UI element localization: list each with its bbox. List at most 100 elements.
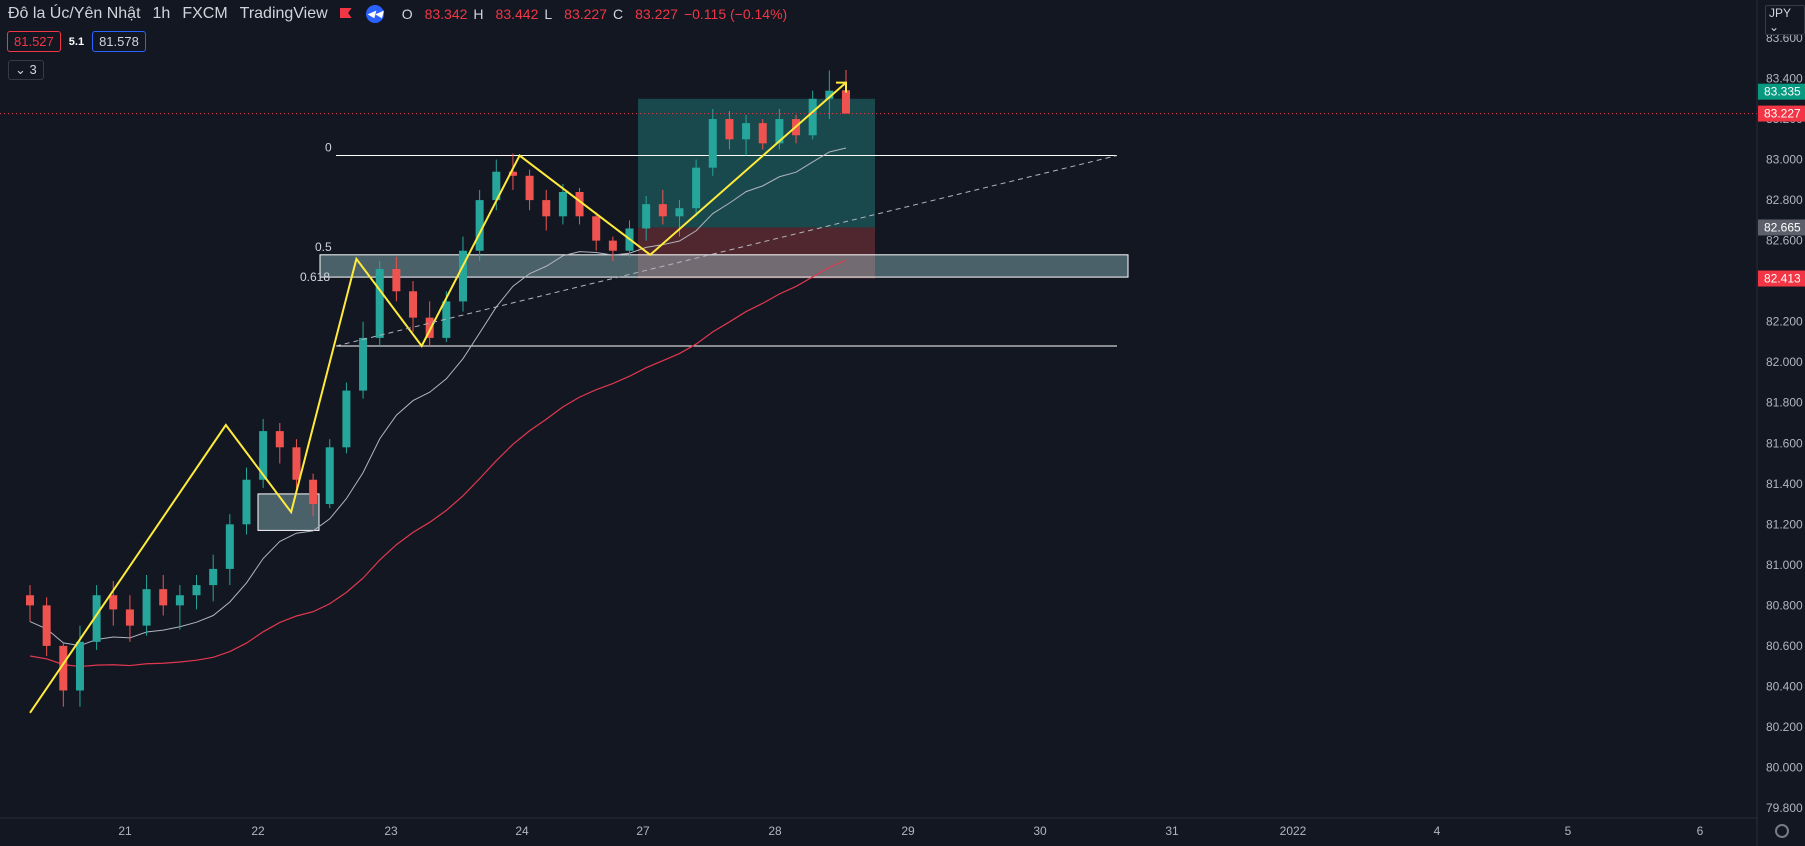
candle <box>192 574 201 610</box>
x-tick-label: 30 <box>1033 824 1047 838</box>
candle <box>292 439 301 494</box>
buy-price-button[interactable]: 81.578 <box>92 31 146 52</box>
candle <box>209 554 218 602</box>
candle-body <box>175 595 184 606</box>
price-tag <box>1758 270 1805 287</box>
candle <box>508 153 517 190</box>
moving-averages <box>29 147 847 668</box>
price-axis[interactable]: 83.60083.40083.20083.00082.80082.60082.4… <box>1756 0 1805 846</box>
arrow-head <box>836 81 847 93</box>
candle <box>475 189 484 261</box>
replay-icon[interactable]: ◀◀ <box>365 5 384 23</box>
candle <box>775 108 784 150</box>
close-value: 83.227 <box>635 6 678 22</box>
candle-body <box>375 269 384 338</box>
candle-body <box>658 204 667 217</box>
candle-body <box>442 301 451 338</box>
candle <box>359 321 368 399</box>
candle <box>608 236 617 261</box>
symbol-name[interactable]: Đô la Úc/Yên Nhật <box>8 5 141 22</box>
ohlc-values: O 83.342 H 83.442 L 83.227 C 83.227 −0.115 (−0.1… <box>401 6 788 22</box>
x-tick-label: 22 <box>251 824 265 838</box>
indicators-toggle-button[interactable]: ⌄ 3 <box>8 60 44 80</box>
candle-body <box>825 90 834 99</box>
stop-loss-zone <box>638 227 875 279</box>
candle-body <box>59 645 68 691</box>
y-tick-label: 81.200 <box>1766 517 1803 531</box>
x-tick-label: 2022 <box>1280 824 1307 838</box>
x-tick-label: 21 <box>118 824 132 838</box>
flag-icon[interactable] <box>340 8 352 20</box>
fib-label: 0.618 <box>300 270 330 284</box>
price-tag-label: 82.665 <box>1764 220 1801 234</box>
y-tick-label: 82.000 <box>1766 355 1803 369</box>
candle <box>825 70 834 120</box>
data-source: TradingView <box>239 5 328 22</box>
candle <box>542 189 551 231</box>
candlestick-series <box>26 70 850 707</box>
interval[interactable]: 1h <box>152 5 171 22</box>
candle-body <box>42 605 51 646</box>
candle <box>708 108 717 176</box>
candle-body <box>542 200 551 217</box>
candle <box>808 90 817 140</box>
candle-body <box>758 123 767 144</box>
trend-line <box>335 155 1118 347</box>
candle <box>642 196 651 241</box>
candle-body <box>259 431 268 480</box>
y-tick-label: 82.800 <box>1766 193 1803 207</box>
candle-body <box>425 317 434 338</box>
time-axis[interactable]: 21 22 23 24 27 28 29 30 31 2022 4 5 6 <box>0 817 1757 838</box>
candle <box>42 597 51 657</box>
candle-body <box>26 595 34 606</box>
candle-body <box>508 171 517 176</box>
candle-body <box>192 585 201 596</box>
candle <box>26 585 34 622</box>
candle-body <box>242 479 251 525</box>
fibonacci-retracement[interactable]: 0 0.5 0.618 <box>257 141 1129 531</box>
price-tag-label: 83.335 <box>1764 85 1801 99</box>
candle <box>109 581 118 626</box>
candle-body <box>125 609 134 626</box>
candle <box>142 574 151 636</box>
x-tick-label: 28 <box>768 824 782 838</box>
candle-body <box>342 390 351 448</box>
candle <box>675 200 684 237</box>
take-profit-zone <box>638 98 875 228</box>
candle <box>575 187 584 225</box>
candle <box>425 301 434 346</box>
low-value: 83.227 <box>564 6 607 22</box>
indicators-count: 3 <box>29 62 37 77</box>
candle <box>125 595 134 642</box>
currency-selector[interactable]: JPY ⌄ <box>1765 5 1805 35</box>
candle-body <box>75 641 84 691</box>
spread-value: 5.1 <box>68 35 85 48</box>
price-tag-label: 83.227 <box>1764 107 1801 121</box>
x-tick-label: 31 <box>1165 824 1179 838</box>
sell-price-button[interactable]: 81.527 <box>7 31 61 52</box>
candle-body <box>292 447 301 480</box>
high-value: 83.442 <box>495 6 539 22</box>
candle-body <box>642 204 651 229</box>
candle-body <box>742 123 751 140</box>
candle <box>725 110 734 150</box>
candle-body <box>325 447 334 505</box>
drawings[interactable] <box>0 81 1757 714</box>
candle-body <box>409 291 418 318</box>
candle-body <box>692 167 701 209</box>
y-tick-label: 79.800 <box>1766 801 1803 815</box>
candle-body <box>225 524 234 569</box>
y-tick-label: 81.000 <box>1766 558 1803 572</box>
candle-body <box>209 568 218 586</box>
candle-body <box>725 119 734 140</box>
candle <box>325 439 334 509</box>
candle-body <box>675 208 684 217</box>
long-position-tool[interactable] <box>638 98 875 279</box>
y-tick-label: 81.600 <box>1766 436 1803 450</box>
candle-body <box>842 90 850 114</box>
candle-body <box>708 119 717 168</box>
gear-icon[interactable] <box>1775 824 1789 838</box>
candle <box>392 256 401 302</box>
ma-fast-line <box>29 147 847 647</box>
